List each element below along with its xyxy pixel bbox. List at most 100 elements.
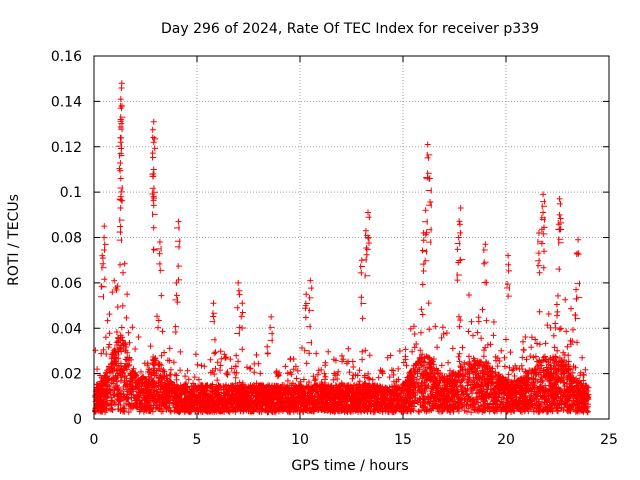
roti-peak-point [172,328,179,335]
roti-point-cloud [92,260,592,416]
roti-peak-point [358,263,365,270]
roti-peak-point [539,216,546,223]
roti-peak-point [236,324,243,331]
roti-peak-point [419,261,426,268]
roti-peak-point [267,337,274,344]
roti-peak-point [173,279,180,286]
roti-peak-point [364,272,371,279]
roti-peak-point [420,237,427,244]
roti-peak-point [459,256,466,263]
roti-peak-point [99,260,106,267]
roti-peak-point [573,250,580,257]
roti-peak-point [99,252,106,259]
y-tick-label: 0.1 [60,185,82,201]
roti-peak-point [117,96,124,103]
roti-peak-point [420,267,427,274]
roti-peak-point [117,261,124,268]
roti-peak-point [455,259,462,266]
roti-peak-point [234,330,241,337]
axis-ticks: 0 0.02 0.04 0.06 0.08 0.1 0.12 0.14 0.16 0 5 10 15 20… [51,49,618,448]
roti-peak-point [156,250,163,257]
roti-peak-point [235,279,242,286]
roti-peak-point [360,300,367,307]
roti-peak-point [556,200,563,207]
roti-peak-point [365,214,372,221]
roti-peak-point [236,291,243,298]
roti-peak-point [357,269,364,276]
roti-peak-point [119,197,126,204]
y-tick-label: 0.08 [51,231,82,247]
roti-peak-point [209,318,216,325]
roti-peak-point [456,229,463,236]
roti-peak-point [535,257,542,264]
roti-peak-point [268,324,275,331]
roti-peak-point [116,159,123,166]
roti-peak-point [150,139,157,146]
roti-peak-point [423,257,430,264]
roti-peak-point [238,313,245,320]
roti-peak-point [268,330,275,337]
roti-peak-point [303,291,310,298]
roti-peak-point [117,184,124,191]
roti-peak-point [150,166,157,173]
roti-peak-point [556,195,563,202]
roti-peak-point [420,247,427,254]
roti-peak-point [98,293,105,300]
roti-peak-point [456,271,463,278]
roti-peak-point [152,145,159,152]
roti-peak-point [150,202,157,209]
roti-peak-point [364,246,371,253]
roti-peak-point [303,347,310,354]
roti-peak-point [555,221,562,228]
roti-peak-point [118,85,125,92]
y-tick-label: 0.14 [51,94,82,110]
x-tick-label: 10 [291,432,309,448]
roti-peak-point [150,193,157,200]
roti-peak-point [359,315,366,322]
x-tick-label: 20 [497,432,515,448]
roti-peak-point [301,305,308,312]
roti-peak-point [173,323,180,330]
roti-peak-point [150,126,157,133]
roti-peak-point [454,240,461,247]
roti-peak-point [557,215,564,222]
roti-peak-point [540,264,547,271]
roti-peak-point [118,145,125,152]
roti-peak-point [156,260,163,267]
roti-peak-point [236,287,243,294]
roti-peak-point [150,154,157,161]
roti-peak-point [305,323,312,330]
roti-peak-point [268,313,275,320]
roti-peak-point [456,218,463,225]
roti-peak-point [117,223,124,230]
roti-peak-point [150,134,157,141]
roti-peak-point [239,300,246,307]
roti-peak-point [481,246,488,253]
roti-peak-point [174,243,181,250]
roti-peak-point [425,187,432,194]
roti-peak-point [427,198,434,205]
roti-peak-point [152,135,159,142]
roti-peak-point [541,248,548,255]
x-tick-label: 0 [90,432,99,448]
roti-peak-point [101,223,108,230]
roti-peak-point [539,198,546,205]
roti-peak-point [364,209,371,216]
roti-peak-point [175,218,182,225]
roti-peak-point [555,266,562,273]
roti-peak-point [535,250,542,257]
y-tick-label: 0.02 [51,367,82,383]
roti-peak-point [98,283,105,290]
y-tick-label: 0 [73,412,82,428]
roti-peak-point [536,269,543,276]
roti-peak-point [481,279,488,286]
roti-peak-point [454,246,461,253]
roti-peak-point [307,277,314,284]
roti-peak-point [456,221,463,228]
roti-peak-point [174,292,181,299]
roti-peak-point [558,226,565,233]
roti-peak-point [117,205,124,212]
y-tick-label: 0.12 [51,140,82,156]
roti-peak-point [482,259,489,266]
